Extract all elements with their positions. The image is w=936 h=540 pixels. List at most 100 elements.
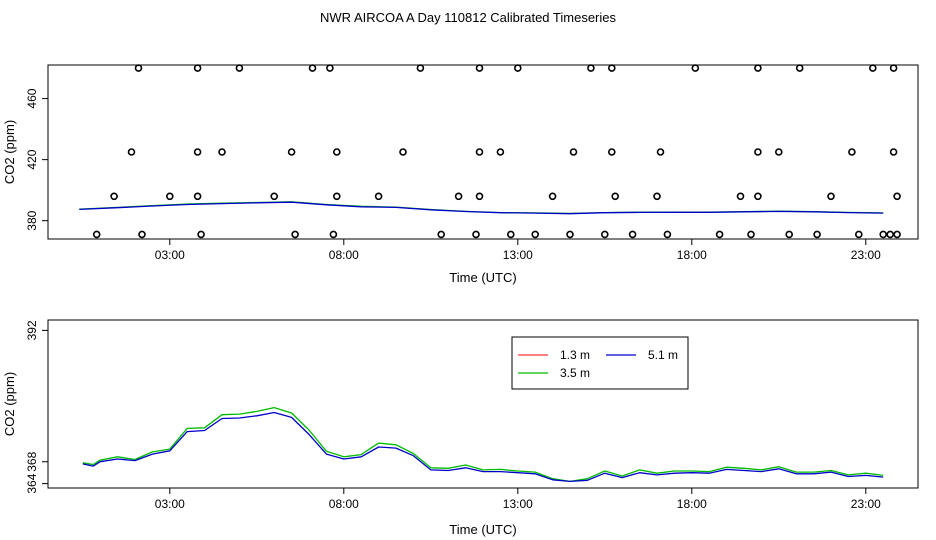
flag-point	[326, 64, 334, 72]
flag-point	[329, 230, 338, 239]
bottom-panel: 03:00 08:00 13:00 18:00 23:00 364 368 392 Time …	[2, 319, 919, 537]
flag-point	[785, 230, 794, 239]
flag-point	[399, 148, 407, 156]
top-flag-points	[92, 64, 901, 239]
flag-point	[138, 230, 146, 239]
flag-point	[134, 64, 143, 72]
bottom-y-tick-label: 364	[25, 473, 39, 493]
flag-point	[92, 230, 101, 239]
flag-point	[127, 148, 136, 156]
flag-point	[193, 64, 202, 72]
flag-point	[472, 230, 480, 239]
flag-point	[813, 230, 821, 239]
top-panel: 03:00 08:00 13:00 18:00 23:00 380 420 460 Time …	[2, 64, 919, 285]
top-axes: 03:00 08:00 13:00 18:00 23:00 380 420 460	[25, 88, 881, 262]
flag-point	[754, 192, 762, 201]
chart-title: NWR AIRCOA A Day 110812 Calibrated Times…	[320, 10, 616, 25]
flag-point	[548, 192, 557, 201]
flag-point	[166, 192, 174, 201]
bottom-x-tick-label: 18:00	[677, 497, 707, 511]
flag-point	[736, 192, 745, 201]
flag-point	[193, 148, 202, 156]
legend-label-5-1m: 5.1 m	[648, 348, 678, 362]
legend-label-1-3m: 1.3 m	[560, 348, 590, 362]
flag-point	[506, 230, 515, 239]
flag-point	[569, 148, 578, 156]
flag-point	[889, 148, 898, 156]
flag-point	[496, 148, 505, 156]
bottom-y-axis-label: CO2 (ppm)	[2, 372, 17, 436]
flag-point	[600, 230, 609, 239]
top-y-tick-label: 420	[25, 149, 39, 169]
flag-point	[110, 192, 118, 201]
flag-point	[893, 230, 901, 239]
flag-point	[566, 230, 574, 239]
top-x-tick-label: 03:00	[155, 248, 185, 262]
top-y-tick-label: 460	[25, 88, 39, 108]
flag-point	[475, 148, 484, 156]
flag-point	[475, 64, 484, 72]
top-x-tick-label: 18:00	[677, 248, 707, 262]
top-x-tick-label: 23:00	[851, 248, 881, 262]
flag-point	[332, 148, 341, 156]
flag-point	[287, 148, 296, 156]
top-y-tick-label: 380	[25, 210, 39, 230]
bottom-x-axis-label: Time (UTC)	[449, 522, 516, 537]
flag-point	[332, 192, 341, 201]
flag-point	[879, 230, 888, 239]
flag-point	[747, 230, 755, 239]
flag-point	[628, 230, 637, 239]
flag-point	[854, 230, 863, 239]
flag-point	[308, 64, 317, 72]
top-x-tick-label: 13:00	[503, 248, 533, 262]
top-x-tick-label: 08:00	[329, 248, 359, 262]
flag-point	[607, 148, 616, 156]
flag-point	[715, 230, 724, 239]
bottom-plot-frame	[47, 319, 919, 489]
legend: 1.3 m 3.5 m 5.1 m	[511, 336, 689, 390]
flag-point	[197, 230, 205, 239]
top-series-5-1-m	[79, 201, 884, 215]
bottom-x-tick-label: 23:00	[851, 497, 881, 511]
flag-point	[611, 192, 620, 201]
legend-label-3-5m: 3.5 m	[560, 366, 590, 380]
flag-point	[868, 64, 877, 72]
top-series	[79, 201, 884, 215]
flag-point	[291, 230, 299, 239]
flag-point	[889, 64, 898, 72]
flag-point	[774, 148, 783, 156]
bottom-y-tick-label: 392	[25, 320, 39, 340]
flag-point	[848, 148, 856, 156]
legend-box	[511, 336, 689, 390]
top-y-axis-label: CO2 (ppm)	[2, 120, 17, 184]
bottom-series-3-5-m	[82, 406, 884, 483]
flag-point	[235, 64, 244, 72]
flag-point	[475, 192, 484, 201]
flag-point	[653, 192, 661, 201]
flag-point	[754, 64, 762, 72]
bottom-x-tick-label: 13:00	[503, 497, 533, 511]
flag-point	[607, 64, 616, 72]
bottom-axes: 03:00 08:00 13:00 18:00 23:00 364 368 392	[25, 320, 881, 511]
flag-point	[663, 230, 672, 239]
bottom-series-5-1-m	[82, 411, 884, 483]
flag-point	[691, 64, 700, 72]
flag-point	[531, 230, 540, 239]
bottom-x-tick-label: 08:00	[329, 497, 359, 511]
flag-point	[374, 192, 383, 201]
flag-point	[795, 64, 804, 72]
flag-point	[886, 230, 895, 239]
flag-point	[193, 192, 202, 201]
top-x-axis-label: Time (UTC)	[449, 270, 516, 285]
flag-point	[754, 148, 762, 156]
flag-point	[656, 148, 665, 156]
flag-point	[513, 64, 522, 72]
flag-point	[827, 192, 835, 201]
bottom-series	[82, 406, 884, 483]
flag-point	[218, 148, 226, 156]
bottom-y-tick-label: 368	[25, 451, 39, 471]
bottom-x-tick-label: 03:00	[155, 497, 185, 511]
flag-point	[416, 64, 425, 72]
top-plot-frame	[47, 64, 919, 240]
